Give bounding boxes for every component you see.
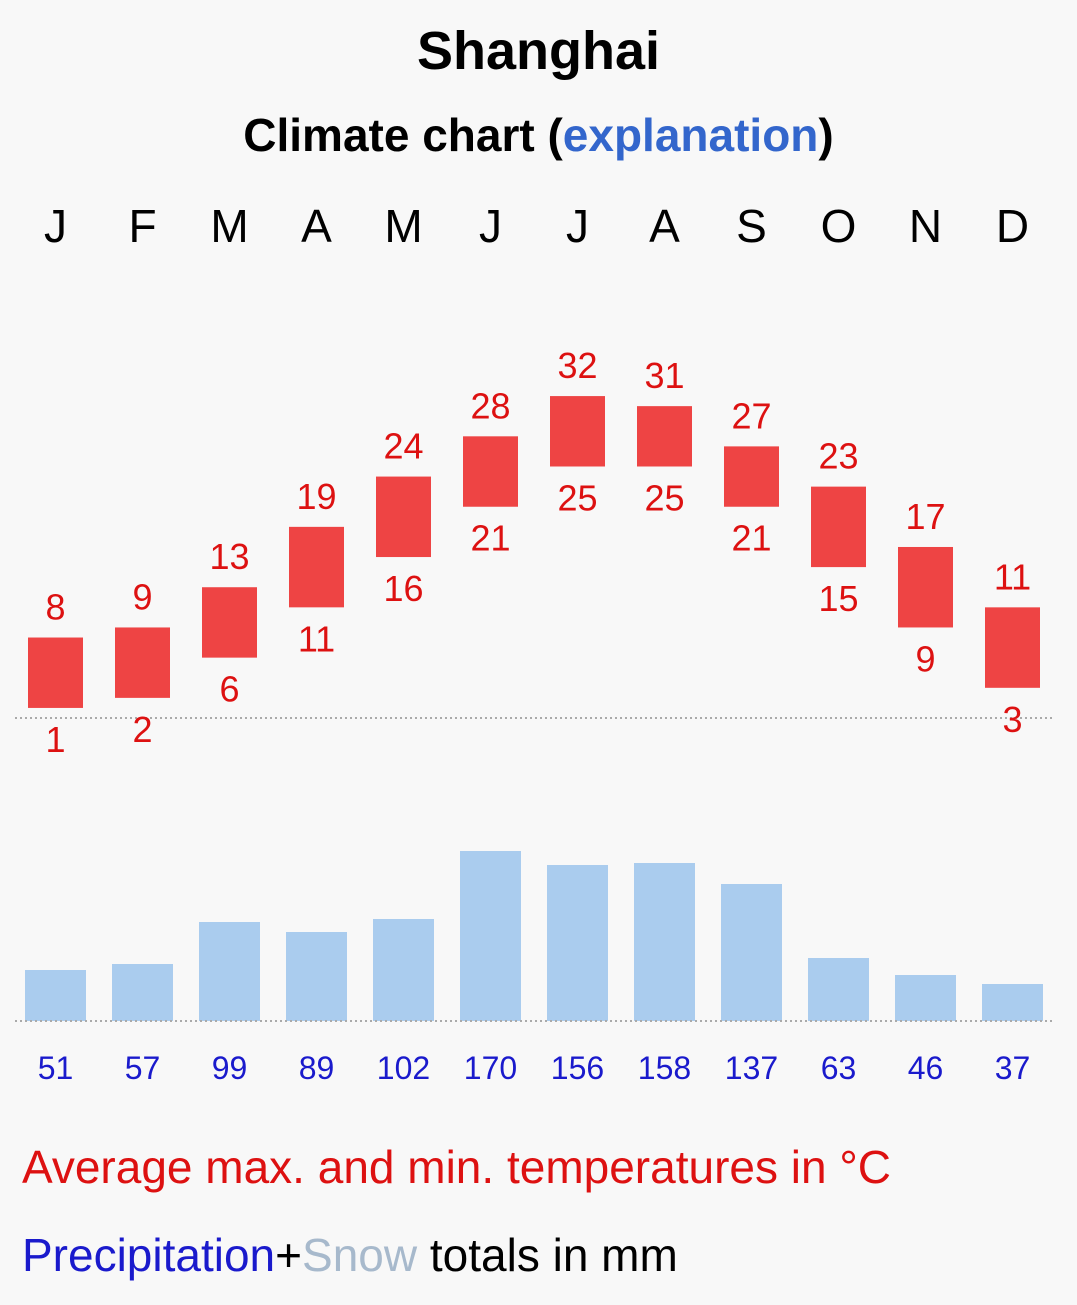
precipitation-value-label: 137: [725, 1050, 778, 1086]
month-label: M: [210, 200, 248, 252]
precipitation-bar: [547, 865, 608, 1021]
min-temperature-label: 21: [470, 518, 510, 559]
temperature-bar: [376, 476, 431, 558]
temperature-bar: [289, 526, 344, 608]
max-temperature-label: 31: [644, 355, 684, 396]
month-label: J: [44, 200, 67, 252]
precipitation-value-label: 89: [299, 1050, 335, 1086]
precipitation-value-label: 51: [38, 1050, 74, 1086]
max-temperature-label: 11: [994, 556, 1031, 597]
min-temperature-label: 25: [644, 478, 684, 519]
temperature-bar: [463, 436, 518, 507]
precipitation-value-label: 102: [377, 1050, 430, 1086]
precipitation-bar: [895, 975, 956, 1021]
precipitation-value-label: 37: [995, 1050, 1031, 1086]
precipitation-bar: [982, 984, 1043, 1021]
temperature-bar: [202, 587, 257, 658]
month-label: N: [909, 200, 942, 252]
temperature-bar: [115, 627, 170, 698]
precipitation-value-label: 46: [908, 1050, 944, 1086]
precipitation-label: Precipitation: [22, 1229, 276, 1281]
month-label: A: [301, 200, 332, 252]
temperature-legend: Average max. and min. temperatures in °C: [22, 1141, 891, 1193]
max-temperature-label: 23: [818, 436, 858, 477]
max-temperature-label: 13: [209, 536, 249, 577]
min-temperature-label: 11: [298, 618, 335, 659]
temperature-bar: [724, 446, 779, 507]
snow-label: Snow: [302, 1229, 418, 1281]
precipitation-bar: [112, 964, 173, 1021]
temperature-bar: [985, 607, 1040, 688]
subtitle-suffix: ): [818, 109, 834, 161]
chart-subtitle: Climate chart (explanation): [0, 108, 1077, 162]
month-label: M: [384, 200, 422, 252]
max-temperature-label: 19: [296, 476, 336, 517]
min-temperature-label: 3: [1002, 699, 1022, 740]
month-label: S: [736, 200, 767, 252]
temperature-bar: [811, 486, 866, 568]
precipitation-value-label: 63: [821, 1050, 857, 1086]
precipitation-bar: [373, 919, 434, 1021]
max-temperature-label: 32: [557, 345, 597, 386]
min-temperature-label: 15: [818, 578, 858, 619]
temperature-bar: [898, 546, 953, 628]
max-temperature-label: 24: [383, 426, 423, 467]
temperature-bar: [637, 406, 692, 467]
precipitation-bar: [199, 922, 260, 1021]
precipitation-bar: [460, 851, 521, 1021]
explanation-link[interactable]: explanation: [562, 109, 819, 161]
totals-label: totals in mm: [417, 1229, 678, 1281]
max-temperature-label: 9: [132, 576, 152, 617]
month-label: A: [649, 200, 680, 252]
precipitation-bar: [808, 958, 869, 1021]
precipitation-bar: [286, 932, 347, 1021]
precipitation-value-label: 170: [464, 1050, 517, 1086]
month-label: J: [479, 200, 502, 252]
min-temperature-label: 16: [383, 568, 423, 609]
min-temperature-label: 1: [45, 719, 65, 760]
max-temperature-label: 8: [45, 587, 65, 628]
month-label: F: [128, 200, 156, 252]
month-label: O: [821, 200, 857, 252]
min-temperature-label: 9: [915, 638, 935, 679]
month-label: D: [996, 200, 1029, 252]
max-temperature-label: 28: [470, 385, 510, 426]
min-temperature-label: 6: [219, 669, 239, 710]
min-temperature-label: 2: [132, 709, 152, 750]
temperature-bar: [28, 637, 83, 708]
precipitation-legend: Precipitation+Snow totals in mm: [22, 1228, 678, 1282]
temperature-bar: [550, 396, 605, 467]
month-label: J: [566, 200, 589, 252]
plus-sign: +: [275, 1229, 303, 1281]
subtitle-prefix: Climate chart (: [243, 109, 563, 161]
precipitation-bar: [721, 884, 782, 1021]
min-temperature-label: 25: [557, 478, 597, 519]
precipitation-bar: [25, 970, 86, 1021]
precipitation-value-label: 158: [638, 1050, 691, 1086]
chart-title: Shanghai: [416, 21, 661, 81]
precipitation-bar: [634, 863, 695, 1021]
max-temperature-label: 27: [731, 395, 771, 436]
precipitation-value-label: 156: [551, 1050, 604, 1086]
min-temperature-label: 21: [731, 518, 771, 559]
precipitation-value-label: 57: [125, 1050, 161, 1086]
climate-chart: J F M A M J J A S O N D8192136191124162821322531252…: [15, 200, 1054, 1086]
max-temperature-label: 17: [905, 496, 945, 537]
precipitation-value-label: 99: [212, 1050, 248, 1086]
